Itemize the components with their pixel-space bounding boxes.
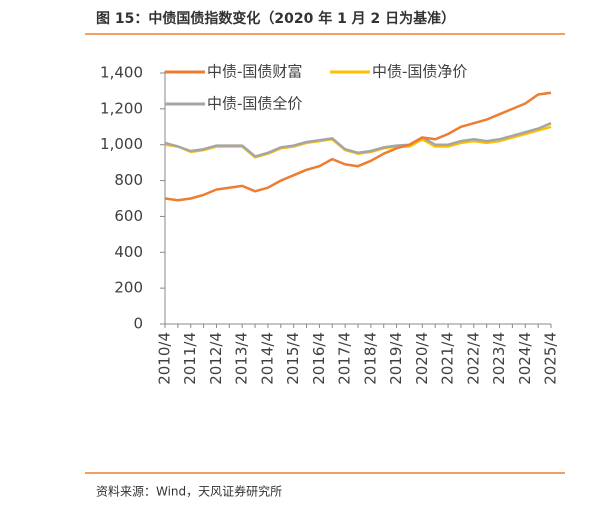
- x-tick-label: 2012/4: [207, 332, 225, 385]
- x-tick-label: 2020/4: [413, 332, 431, 385]
- source-note: 资料来源：Wind，天风证券研究所: [96, 484, 282, 499]
- x-tick-label: 2024/4: [516, 332, 534, 385]
- x-tick-label: 2022/4: [464, 332, 482, 385]
- chart-title: 图 15：中债国债指数变化（2020 年 1 月 2 日为基准）: [96, 10, 455, 27]
- x-tick-label: 2019/4: [387, 332, 405, 385]
- data-line: [164, 91, 552, 202]
- x-tick-label: 2010/4: [156, 332, 174, 385]
- y-tick-label: 0: [133, 315, 143, 333]
- y-tick-label: 1,000: [100, 135, 143, 153]
- x-tick-label: 2018/4: [361, 332, 379, 385]
- x-tick-label: 2015/4: [284, 332, 302, 385]
- x-tick-label: 2014/4: [258, 332, 276, 385]
- y-tick-label: 1,200: [100, 99, 143, 117]
- y-tick-label: 800: [114, 171, 143, 189]
- y-tick-label: 400: [114, 243, 143, 261]
- x-tick-label: 2021/4: [439, 332, 457, 385]
- x-tick-label: 2013/4: [233, 332, 251, 385]
- x-tick-label: 2017/4: [336, 332, 354, 385]
- y-tick-label: 600: [114, 207, 143, 225]
- x-tick-label: 2023/4: [490, 332, 508, 385]
- legend-label: 中债-国债净价: [372, 63, 467, 81]
- x-tick-label: 2016/4: [310, 332, 328, 385]
- y-tick-label: 1,400: [100, 64, 143, 82]
- x-tick-label: 2011/4: [181, 332, 199, 385]
- data-line: [164, 122, 552, 158]
- legend-label: 中债-国债财富: [207, 63, 302, 81]
- x-tick-label: 2025/4: [542, 332, 560, 385]
- y-tick-label: 200: [114, 279, 143, 297]
- legend-label: 中债-国债全价: [207, 95, 302, 113]
